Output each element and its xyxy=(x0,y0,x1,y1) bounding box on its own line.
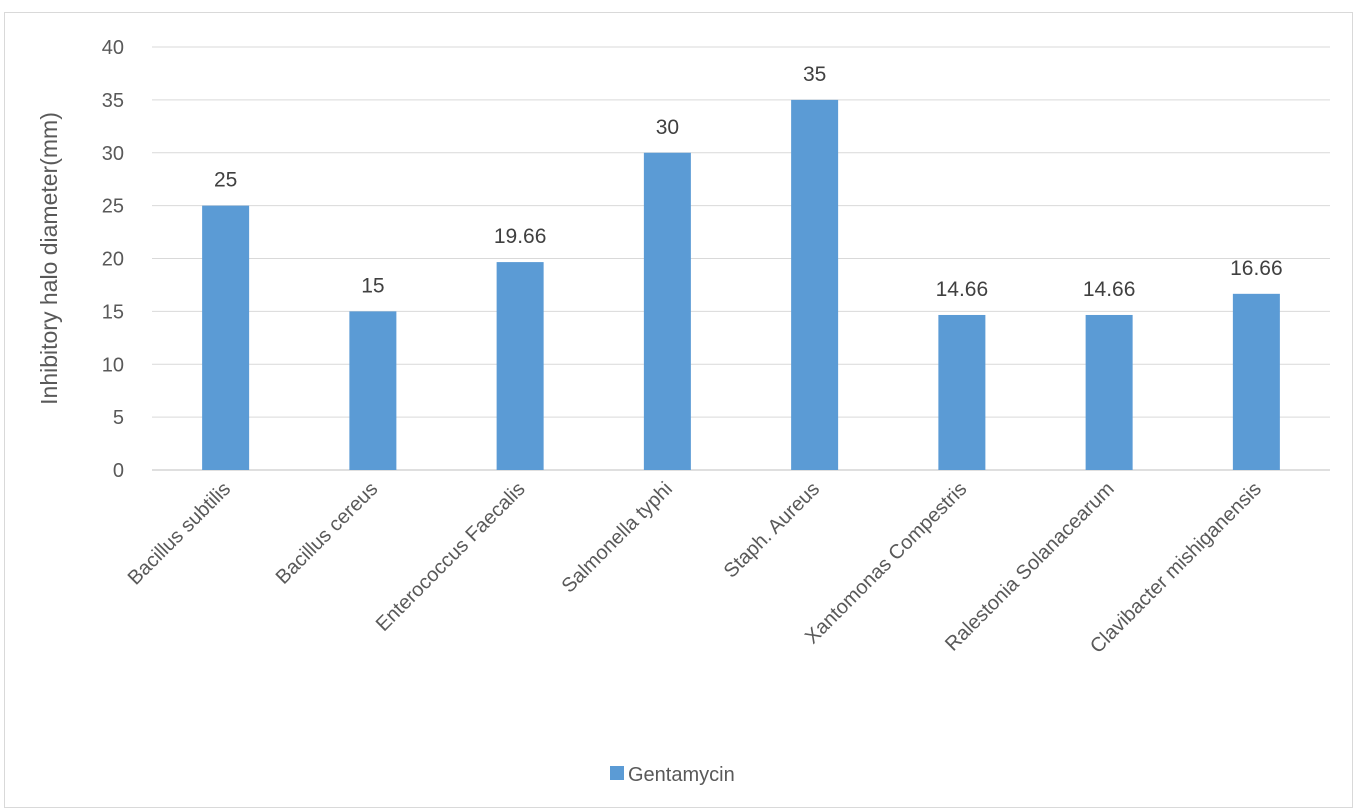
y-tick-label: 5 xyxy=(113,407,124,429)
legend-label-gentamycin: Gentamycin xyxy=(628,764,735,786)
x-tick-label: Clavibacter mishiganensis xyxy=(1086,478,1266,658)
bar xyxy=(1232,293,1280,470)
data-label: 14.66 xyxy=(936,278,989,301)
y-tick-label: 30 xyxy=(102,143,124,165)
legend-swatch-gentamycin xyxy=(610,766,624,780)
bar xyxy=(791,99,839,470)
y-axis-ticks: 0 5 10 15 20 25 30 35 40 xyxy=(102,37,124,482)
data-label: 15 xyxy=(361,274,384,297)
data-label: 14.66 xyxy=(1083,278,1136,301)
data-label: 30 xyxy=(656,116,679,139)
x-tick-label: Enterococcus Faecalis xyxy=(372,478,530,636)
bar xyxy=(643,152,691,470)
y-tick-label: 35 xyxy=(102,90,124,112)
y-tick-label: 0 xyxy=(113,460,124,482)
bar xyxy=(496,262,544,470)
x-tick-label: Salmonella typhi xyxy=(558,478,677,597)
bar xyxy=(1085,314,1133,470)
gridlines xyxy=(152,46,1330,471)
bar xyxy=(202,205,250,470)
x-tick-label: Bacillus subtilis xyxy=(124,478,235,589)
bar xyxy=(938,314,986,470)
x-tick-label: Ralestonia Solanacearum xyxy=(941,478,1119,656)
data-labels: 25 15 19.66 30 35 14.66 14.66 16.66 xyxy=(214,63,1283,301)
data-label: 35 xyxy=(803,63,826,86)
y-tick-label: 20 xyxy=(102,249,124,271)
x-tick-label: Xantomonas Compestris xyxy=(801,478,971,648)
y-axis-title: Inhibitory halo diameter(mm) xyxy=(36,112,62,405)
y-tick-label: 10 xyxy=(102,354,124,376)
x-tick-label: Staph. Aureus xyxy=(720,478,824,582)
y-tick-label: 15 xyxy=(102,301,124,323)
x-tick-label: Bacillus cereus xyxy=(272,478,383,589)
data-label: 19.66 xyxy=(494,225,547,248)
bar xyxy=(349,311,397,470)
data-label: 16.66 xyxy=(1230,257,1283,280)
legend: Gentamycin xyxy=(610,764,735,786)
bars xyxy=(202,99,1280,470)
y-tick-label: 25 xyxy=(102,196,124,218)
data-label: 25 xyxy=(214,169,237,192)
x-axis-labels: Bacillus subtilis Bacillus cereusEnteroco… xyxy=(124,478,1266,658)
y-tick-label: 40 xyxy=(102,37,124,59)
